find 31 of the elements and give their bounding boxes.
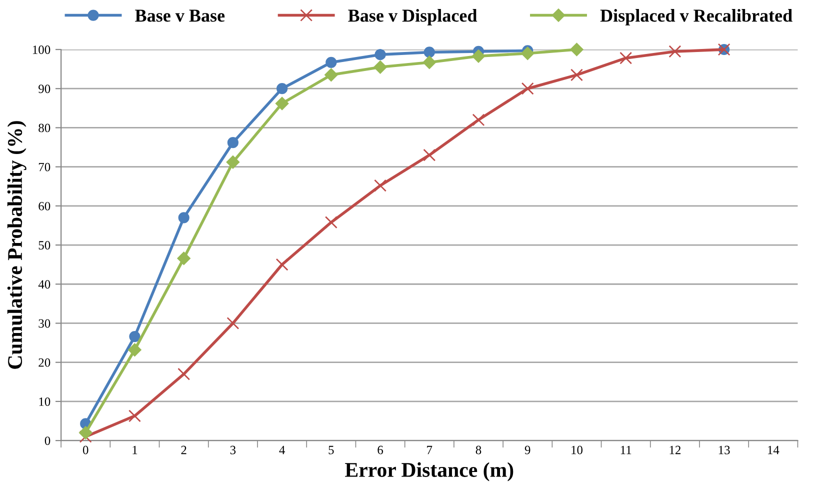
y-tick-label: 10 (39, 397, 50, 406)
y-tick-label: 0 (44, 436, 50, 446)
x-tick-label: 13 (718, 446, 730, 454)
legend-label: Base v Displaced (348, 9, 478, 26)
x-tick-label: 1 (132, 446, 138, 454)
x-tick-label: 4 (279, 446, 285, 454)
y-tick-label: 90 (38, 84, 50, 94)
x-tick-label: 0 (82, 446, 88, 454)
y-tick-label: 40 (38, 280, 50, 289)
legend-label: Displaced v Recalibrated (600, 9, 792, 26)
y-tick-label: 30 (38, 319, 50, 328)
y-axis-title: Cumulative Probability (%) (7, 121, 26, 369)
legend-label: Base v Base (135, 10, 225, 22)
x-axis-title: Error Distance (m) (345, 462, 514, 482)
y-tick-label: 50 (38, 241, 50, 250)
x-tick-label: 8 (476, 446, 482, 454)
x-tick-label: 7 (427, 446, 432, 454)
x-tick-label: 5 (328, 446, 334, 454)
y-tick-label: 80 (38, 124, 50, 132)
y-tick-label: 100 (32, 46, 50, 54)
x-tick-label: 10 (572, 446, 582, 454)
x-tick-label: 2 (181, 446, 186, 454)
y-tick-label: 70 (38, 162, 50, 172)
x-tick-label: 6 (378, 446, 384, 454)
y-tick-label: 60 (38, 202, 50, 210)
x-tick-label: 11 (620, 446, 632, 454)
x-tick-label: 14 (768, 446, 780, 454)
x-tick-label: 3 (230, 446, 236, 454)
y-tick-label: 20 (38, 358, 50, 367)
x-tick-label: 9 (524, 446, 530, 454)
x-tick-label: 12 (670, 446, 680, 454)
